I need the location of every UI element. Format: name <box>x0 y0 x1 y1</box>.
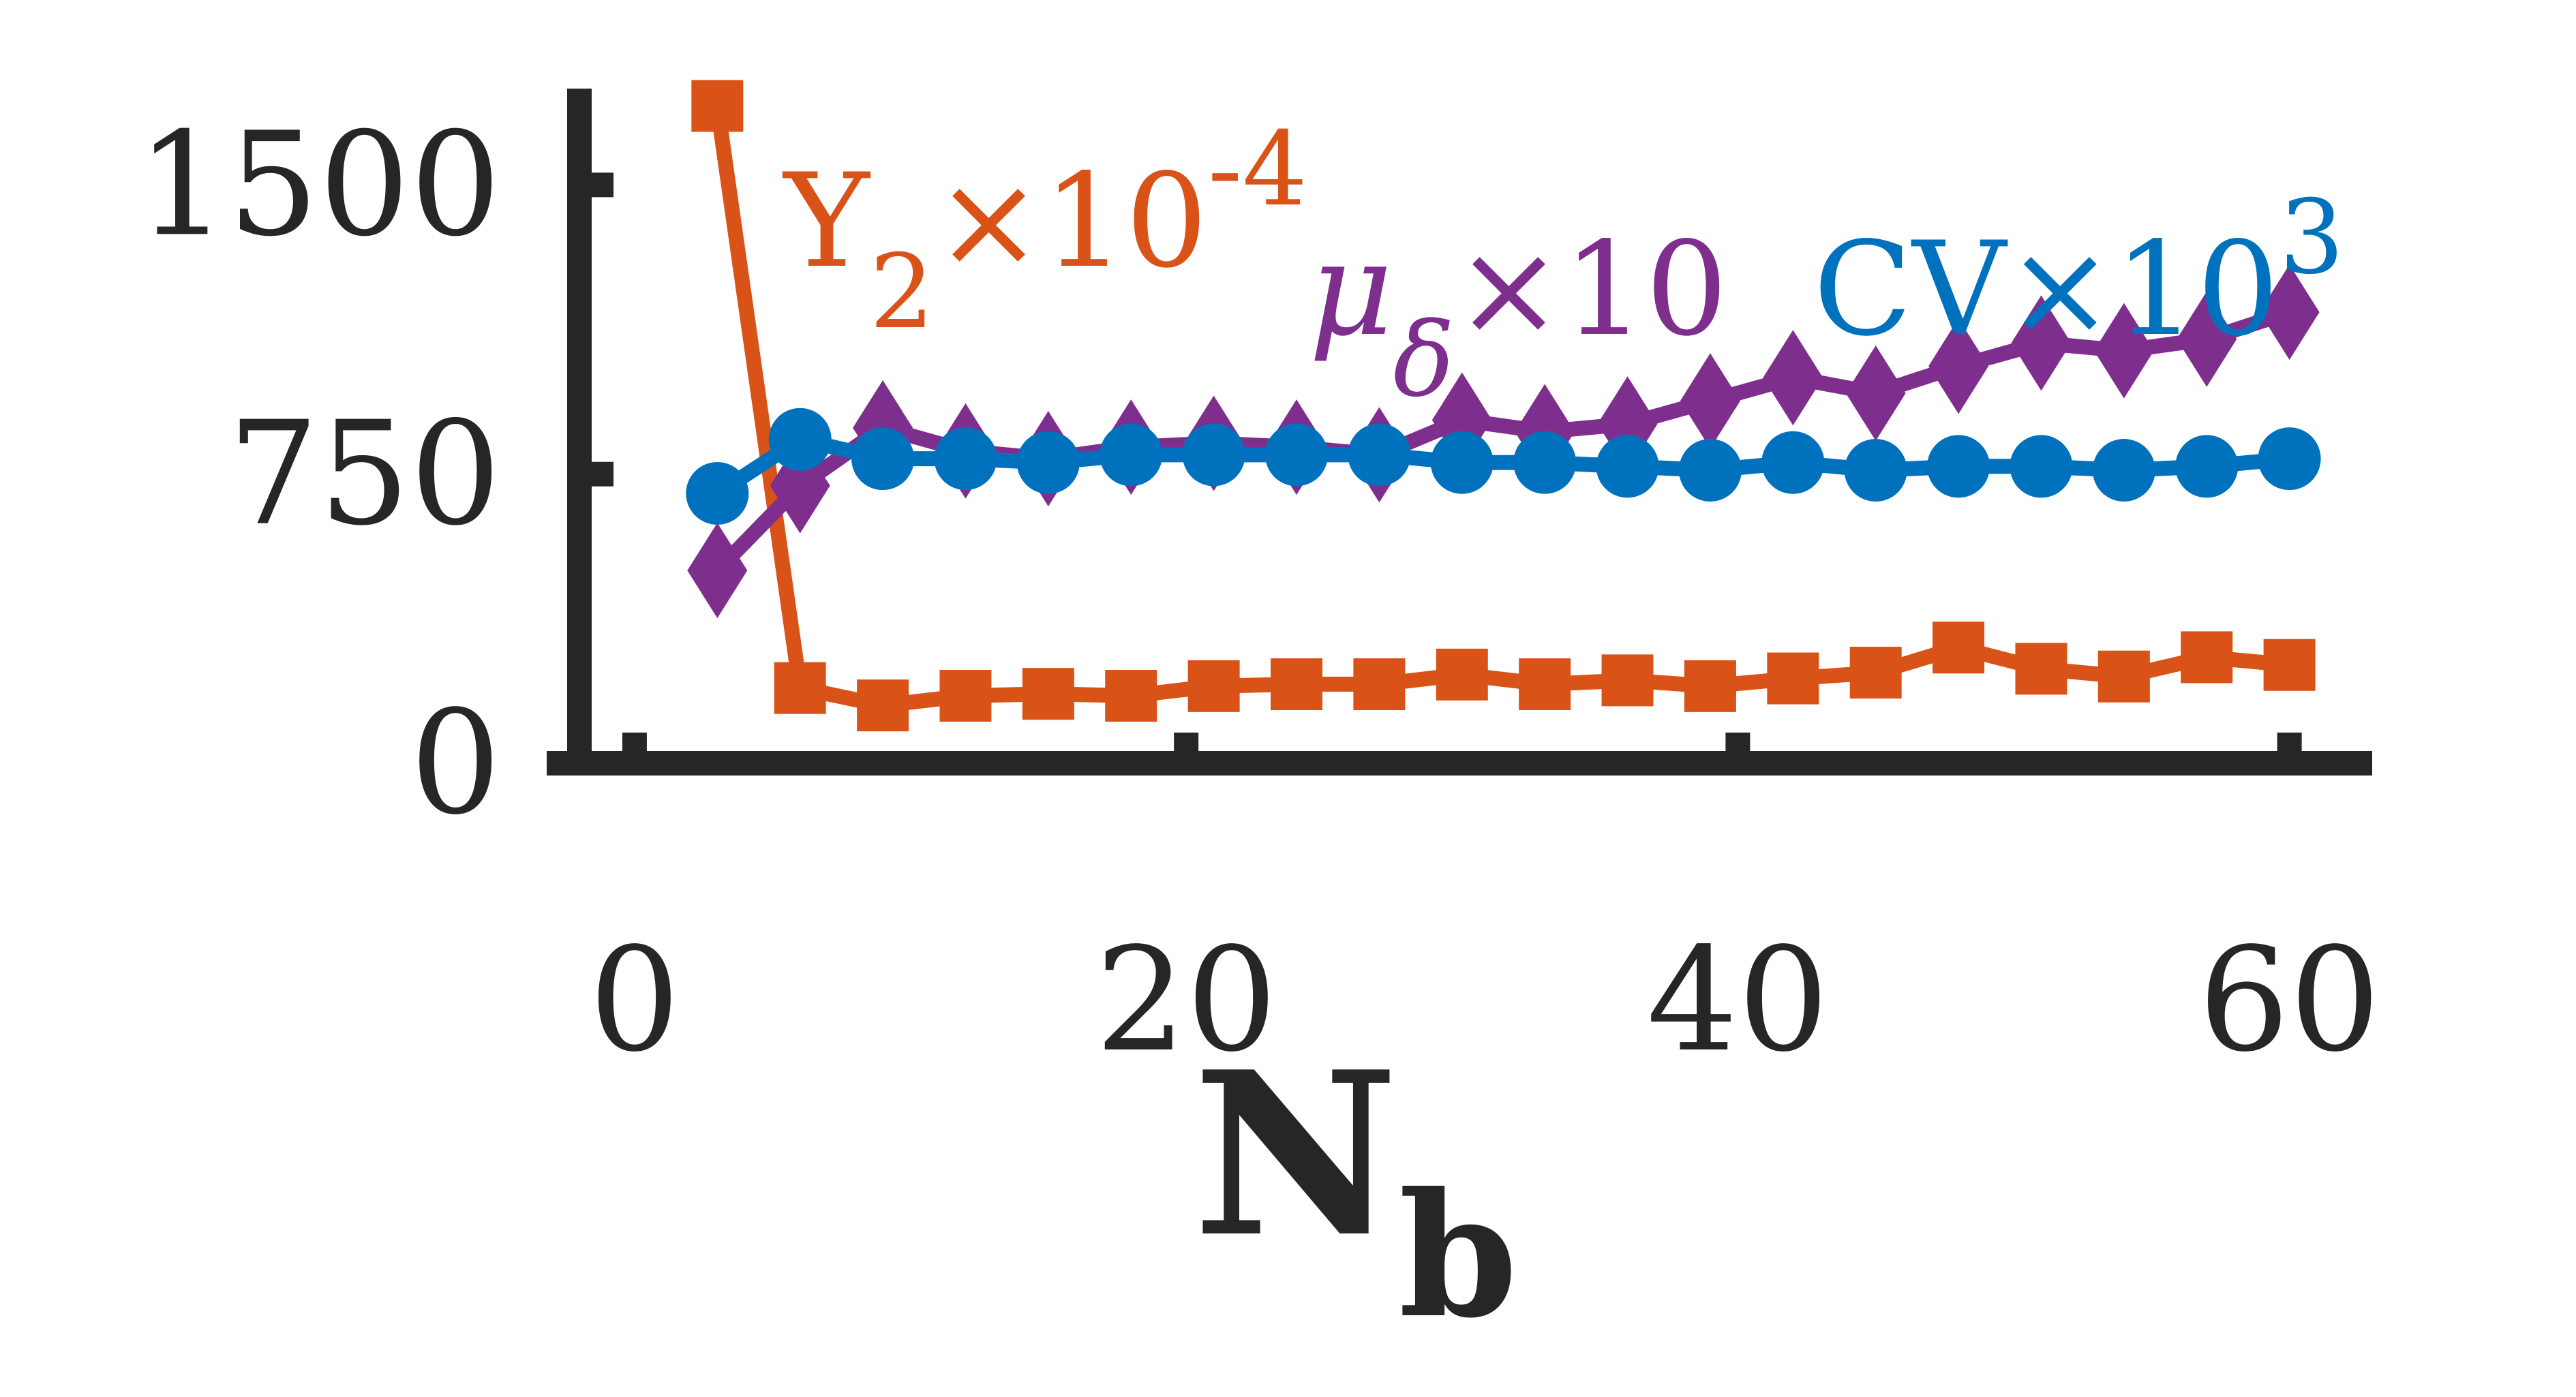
series-label-Y2: Y2×10-4 <box>782 110 1307 352</box>
series-labels: Y2×10-4μδ×10 CV×103 <box>782 110 2344 420</box>
point-Y2-11 <box>1601 654 1654 707</box>
point-CV-0 <box>686 462 749 525</box>
point-mu-13 <box>1763 330 1823 426</box>
point-Y2-8 <box>1353 658 1406 711</box>
point-mu-0 <box>687 523 748 619</box>
point-CV-16 <box>2010 435 2073 498</box>
point-mu-12 <box>1680 353 1740 449</box>
point-Y2-0 <box>691 80 744 132</box>
point-Y2-3 <box>939 670 992 722</box>
point-Y2-6 <box>1187 660 1240 712</box>
x-tick-label: 0 <box>589 917 680 1084</box>
point-CV-1 <box>768 408 832 471</box>
point-CV-11 <box>1596 435 1659 498</box>
y-tick-label: 750 <box>228 390 501 557</box>
point-CV-9 <box>1430 431 1494 494</box>
point-CV-7 <box>1265 423 1328 487</box>
point-CV-4 <box>1016 431 1080 494</box>
point-Y2-13 <box>1767 652 1819 705</box>
x-tick-label: 20 <box>1095 917 1277 1084</box>
series-Y2 <box>691 80 2316 732</box>
point-Y2-5 <box>1105 670 1157 722</box>
point-CV-17 <box>2092 439 2155 502</box>
point-Y2-18 <box>2181 631 2233 684</box>
point-mu-15 <box>1928 318 1989 414</box>
point-CV-13 <box>1761 431 1825 494</box>
series-layer <box>686 80 2321 732</box>
point-CV-6 <box>1182 423 1245 487</box>
point-CV-5 <box>1100 423 1163 487</box>
point-CV-18 <box>2175 435 2239 498</box>
point-mu-16 <box>2011 295 2072 391</box>
point-CV-8 <box>1348 423 1411 487</box>
x-tick-label: 40 <box>1647 917 1829 1084</box>
point-CV-10 <box>1513 431 1577 494</box>
point-Y2-7 <box>1271 658 1322 711</box>
point-Y2-14 <box>1849 647 1902 699</box>
point-Y2-16 <box>2015 643 2067 695</box>
point-Y2-9 <box>1436 648 1488 701</box>
axes <box>547 89 2372 776</box>
point-Y2-1 <box>774 662 826 714</box>
point-mu-14 <box>1845 345 1906 441</box>
point-Y2-15 <box>1933 621 1985 674</box>
series-label-mu: μδ×10 <box>1309 214 1728 420</box>
point-mu-18 <box>2177 291 2237 387</box>
point-CV-2 <box>851 427 915 491</box>
x-tick-label: 60 <box>2198 917 2380 1084</box>
point-CV-19 <box>2258 427 2321 491</box>
y-tick-label: 1500 <box>137 101 501 268</box>
point-Y2-12 <box>1684 660 1736 712</box>
point-Y2-2 <box>857 679 909 732</box>
point-Y2-19 <box>2263 639 2316 691</box>
point-CV-15 <box>1927 435 1990 498</box>
point-Y2-4 <box>1022 668 1074 720</box>
point-CV-12 <box>1678 439 1742 502</box>
series-CV <box>686 408 2321 525</box>
series-label-CV: CV×103 <box>1813 179 2344 365</box>
point-mu-19 <box>2259 264 2320 360</box>
x-axis-label: Nb <box>1193 1022 1517 1355</box>
point-mu-17 <box>2093 303 2154 399</box>
tick-labels: 0 20 40 60 0 750 1500 <box>137 101 2381 1084</box>
point-Y2-17 <box>2097 650 2150 703</box>
point-Y2-10 <box>1519 658 1571 711</box>
y-tick-label: 0 <box>410 679 501 846</box>
point-CV-14 <box>1844 439 1907 502</box>
point-CV-3 <box>934 427 997 491</box>
